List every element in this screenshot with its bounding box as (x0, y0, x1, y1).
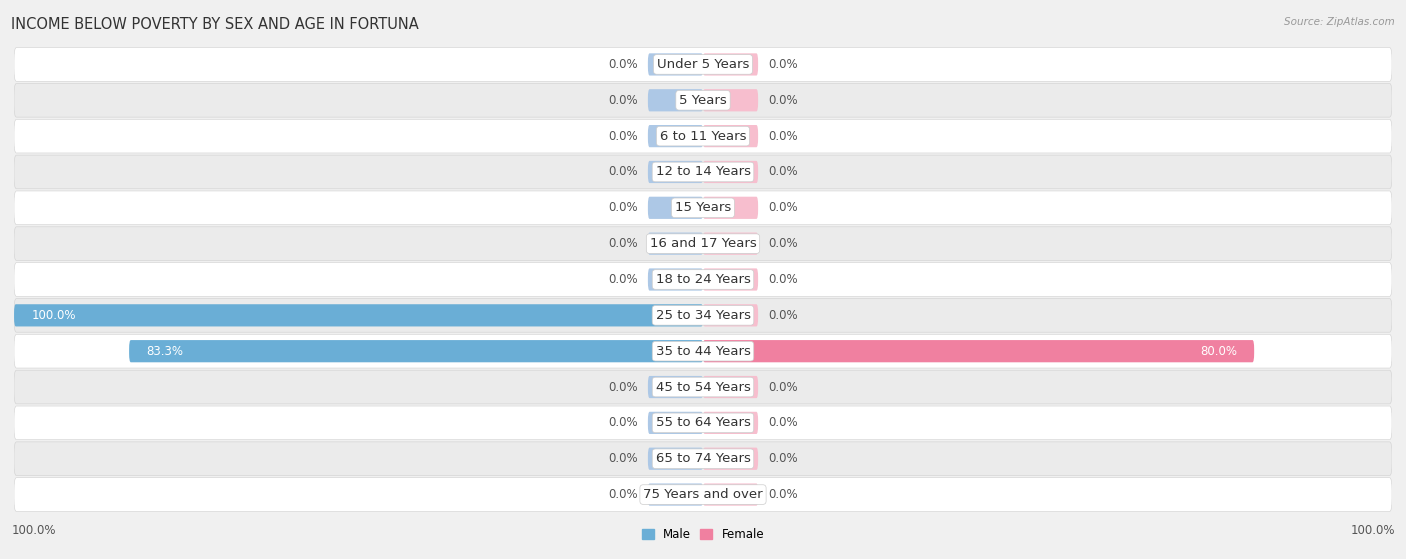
Text: 0.0%: 0.0% (607, 488, 637, 501)
FancyBboxPatch shape (14, 304, 703, 326)
Text: 45 to 54 Years: 45 to 54 Years (655, 381, 751, 394)
FancyBboxPatch shape (14, 83, 1392, 117)
FancyBboxPatch shape (703, 340, 1254, 362)
Text: 0.0%: 0.0% (769, 416, 799, 429)
Text: 0.0%: 0.0% (607, 381, 637, 394)
Text: 0.0%: 0.0% (769, 381, 799, 394)
Text: 0.0%: 0.0% (607, 94, 637, 107)
FancyBboxPatch shape (648, 125, 703, 147)
Text: 55 to 64 Years: 55 to 64 Years (655, 416, 751, 429)
Text: 0.0%: 0.0% (607, 58, 637, 71)
FancyBboxPatch shape (648, 484, 703, 506)
FancyBboxPatch shape (703, 412, 758, 434)
Text: 0.0%: 0.0% (607, 165, 637, 178)
FancyBboxPatch shape (14, 155, 1392, 189)
Text: 6 to 11 Years: 6 to 11 Years (659, 130, 747, 143)
Text: INCOME BELOW POVERTY BY SEX AND AGE IN FORTUNA: INCOME BELOW POVERTY BY SEX AND AGE IN F… (11, 17, 419, 32)
FancyBboxPatch shape (648, 53, 703, 75)
Text: Source: ZipAtlas.com: Source: ZipAtlas.com (1284, 17, 1395, 27)
FancyBboxPatch shape (703, 448, 758, 470)
FancyBboxPatch shape (703, 53, 758, 75)
FancyBboxPatch shape (14, 119, 1392, 153)
FancyBboxPatch shape (648, 448, 703, 470)
Text: 18 to 24 Years: 18 to 24 Years (655, 273, 751, 286)
Text: 100.0%: 100.0% (1350, 524, 1395, 537)
FancyBboxPatch shape (648, 89, 703, 111)
FancyBboxPatch shape (703, 268, 758, 291)
FancyBboxPatch shape (14, 478, 1392, 511)
Text: 0.0%: 0.0% (607, 273, 637, 286)
FancyBboxPatch shape (14, 334, 1392, 368)
Text: 35 to 44 Years: 35 to 44 Years (655, 345, 751, 358)
Text: 0.0%: 0.0% (607, 130, 637, 143)
Text: 15 Years: 15 Years (675, 201, 731, 214)
Text: 100.0%: 100.0% (31, 309, 76, 322)
Text: 12 to 14 Years: 12 to 14 Years (655, 165, 751, 178)
Legend: Male, Female: Male, Female (637, 523, 769, 546)
FancyBboxPatch shape (703, 161, 758, 183)
FancyBboxPatch shape (648, 412, 703, 434)
Text: 80.0%: 80.0% (1199, 345, 1237, 358)
FancyBboxPatch shape (648, 376, 703, 398)
Text: 0.0%: 0.0% (607, 452, 637, 465)
FancyBboxPatch shape (14, 406, 1392, 440)
Text: 0.0%: 0.0% (769, 237, 799, 250)
Text: 0.0%: 0.0% (769, 309, 799, 322)
FancyBboxPatch shape (14, 442, 1392, 476)
FancyBboxPatch shape (14, 191, 1392, 225)
FancyBboxPatch shape (703, 233, 758, 255)
FancyBboxPatch shape (14, 370, 1392, 404)
FancyBboxPatch shape (703, 197, 758, 219)
Text: 83.3%: 83.3% (146, 345, 183, 358)
Text: 0.0%: 0.0% (769, 58, 799, 71)
FancyBboxPatch shape (703, 484, 758, 506)
FancyBboxPatch shape (703, 304, 758, 326)
FancyBboxPatch shape (648, 197, 703, 219)
FancyBboxPatch shape (14, 48, 1392, 81)
Text: 0.0%: 0.0% (769, 488, 799, 501)
Text: 25 to 34 Years: 25 to 34 Years (655, 309, 751, 322)
Text: 65 to 74 Years: 65 to 74 Years (655, 452, 751, 465)
FancyBboxPatch shape (14, 227, 1392, 260)
Text: 0.0%: 0.0% (769, 273, 799, 286)
FancyBboxPatch shape (648, 268, 703, 291)
Text: 0.0%: 0.0% (769, 130, 799, 143)
Text: 0.0%: 0.0% (607, 237, 637, 250)
Text: 100.0%: 100.0% (11, 524, 56, 537)
FancyBboxPatch shape (703, 125, 758, 147)
FancyBboxPatch shape (129, 340, 703, 362)
Text: 0.0%: 0.0% (607, 416, 637, 429)
FancyBboxPatch shape (703, 376, 758, 398)
FancyBboxPatch shape (648, 233, 703, 255)
Text: 0.0%: 0.0% (769, 452, 799, 465)
Text: 0.0%: 0.0% (769, 165, 799, 178)
Text: Under 5 Years: Under 5 Years (657, 58, 749, 71)
FancyBboxPatch shape (703, 89, 758, 111)
Text: 0.0%: 0.0% (607, 201, 637, 214)
Text: 0.0%: 0.0% (769, 94, 799, 107)
FancyBboxPatch shape (14, 263, 1392, 296)
FancyBboxPatch shape (14, 299, 1392, 332)
Text: 0.0%: 0.0% (769, 201, 799, 214)
Text: 75 Years and over: 75 Years and over (643, 488, 763, 501)
Text: 16 and 17 Years: 16 and 17 Years (650, 237, 756, 250)
Text: 5 Years: 5 Years (679, 94, 727, 107)
FancyBboxPatch shape (648, 161, 703, 183)
